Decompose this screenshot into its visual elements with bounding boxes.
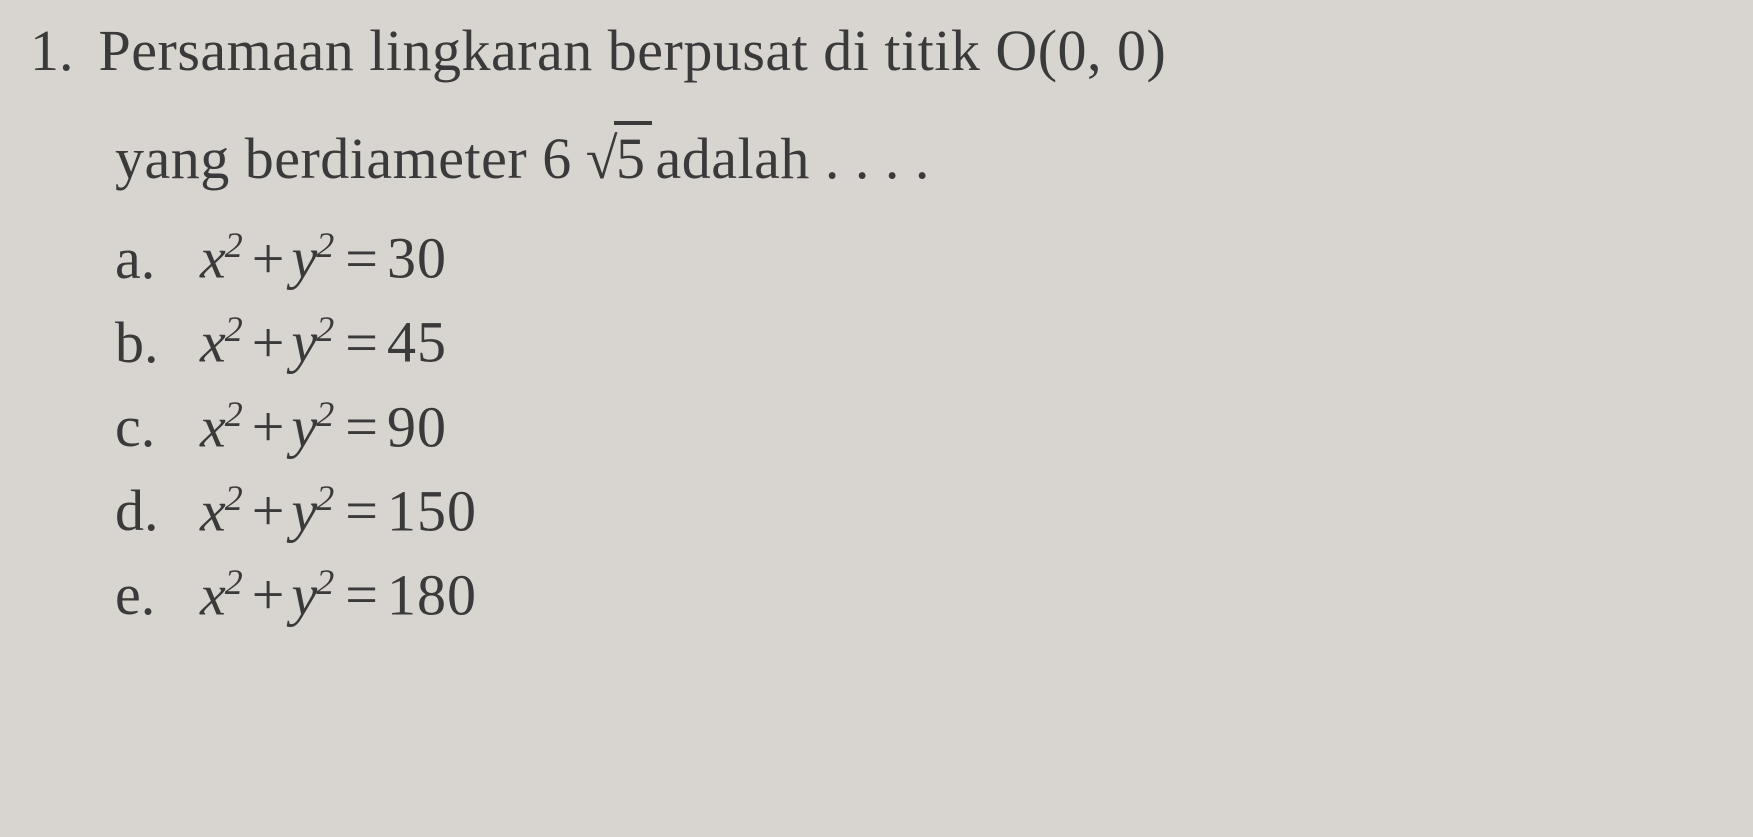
- question-second-line: yang berdiameter 6 √ 5 adalah . . . .: [115, 121, 1723, 192]
- variable-x: x: [200, 562, 227, 627]
- option-label: d.: [115, 481, 200, 542]
- exponent: 2: [225, 478, 244, 518]
- variable-x: x: [200, 310, 227, 375]
- option-label: b.: [115, 313, 200, 374]
- question-text-line2-suffix: adalah . . . .: [656, 125, 930, 192]
- question-number: 1.: [30, 10, 74, 91]
- option-equation: x2+y2=180: [200, 564, 477, 626]
- square-root: √ 5: [586, 121, 652, 192]
- option-b: b. x2+y2=45: [115, 311, 1723, 373]
- rhs-value: 45: [387, 310, 447, 375]
- variable-x: x: [200, 478, 227, 543]
- question-text-line2-prefix: yang berdiameter 6: [115, 125, 572, 192]
- rhs-value: 30: [387, 226, 447, 291]
- option-c: c. x2+y2=90: [115, 396, 1723, 458]
- variable-y: y: [291, 478, 318, 543]
- option-d: d. x2+y2=150: [115, 480, 1723, 542]
- option-label: e.: [115, 565, 200, 626]
- option-equation: x2+y2=45: [200, 311, 447, 373]
- option-label: a.: [115, 229, 200, 290]
- rhs-value: 90: [387, 394, 447, 459]
- variable-x: x: [200, 394, 227, 459]
- sqrt-radicand: 5: [614, 121, 652, 192]
- exponent: 2: [225, 225, 244, 265]
- variable-y: y: [291, 394, 318, 459]
- options-list: a. x2+y2=30 b. x2+y2=45 c. x2+y2=90 d. x…: [115, 227, 1723, 626]
- variable-x: x: [200, 226, 227, 291]
- exponent: 2: [316, 562, 335, 602]
- exponent: 2: [225, 562, 244, 602]
- option-equation: x2+y2=150: [200, 480, 477, 542]
- question-text-line1: Persamaan lingkaran berpusat di titik O(…: [99, 10, 1167, 91]
- option-e: e. x2+y2=180: [115, 564, 1723, 626]
- rhs-value: 150: [387, 478, 477, 543]
- exponent: 2: [225, 309, 244, 349]
- option-label: c.: [115, 397, 200, 458]
- variable-y: y: [291, 226, 318, 291]
- variable-y: y: [291, 562, 318, 627]
- exponent: 2: [316, 309, 335, 349]
- option-equation: x2+y2=90: [200, 396, 447, 458]
- exponent: 2: [316, 394, 335, 434]
- exponent: 2: [225, 394, 244, 434]
- option-a: a. x2+y2=30: [115, 227, 1723, 289]
- exponent: 2: [316, 225, 335, 265]
- option-equation: x2+y2=30: [200, 227, 447, 289]
- question-first-line: 1. Persamaan lingkaran berpusat di titik…: [30, 10, 1723, 91]
- exponent: 2: [316, 478, 335, 518]
- rhs-value: 180: [387, 562, 477, 627]
- variable-y: y: [291, 310, 318, 375]
